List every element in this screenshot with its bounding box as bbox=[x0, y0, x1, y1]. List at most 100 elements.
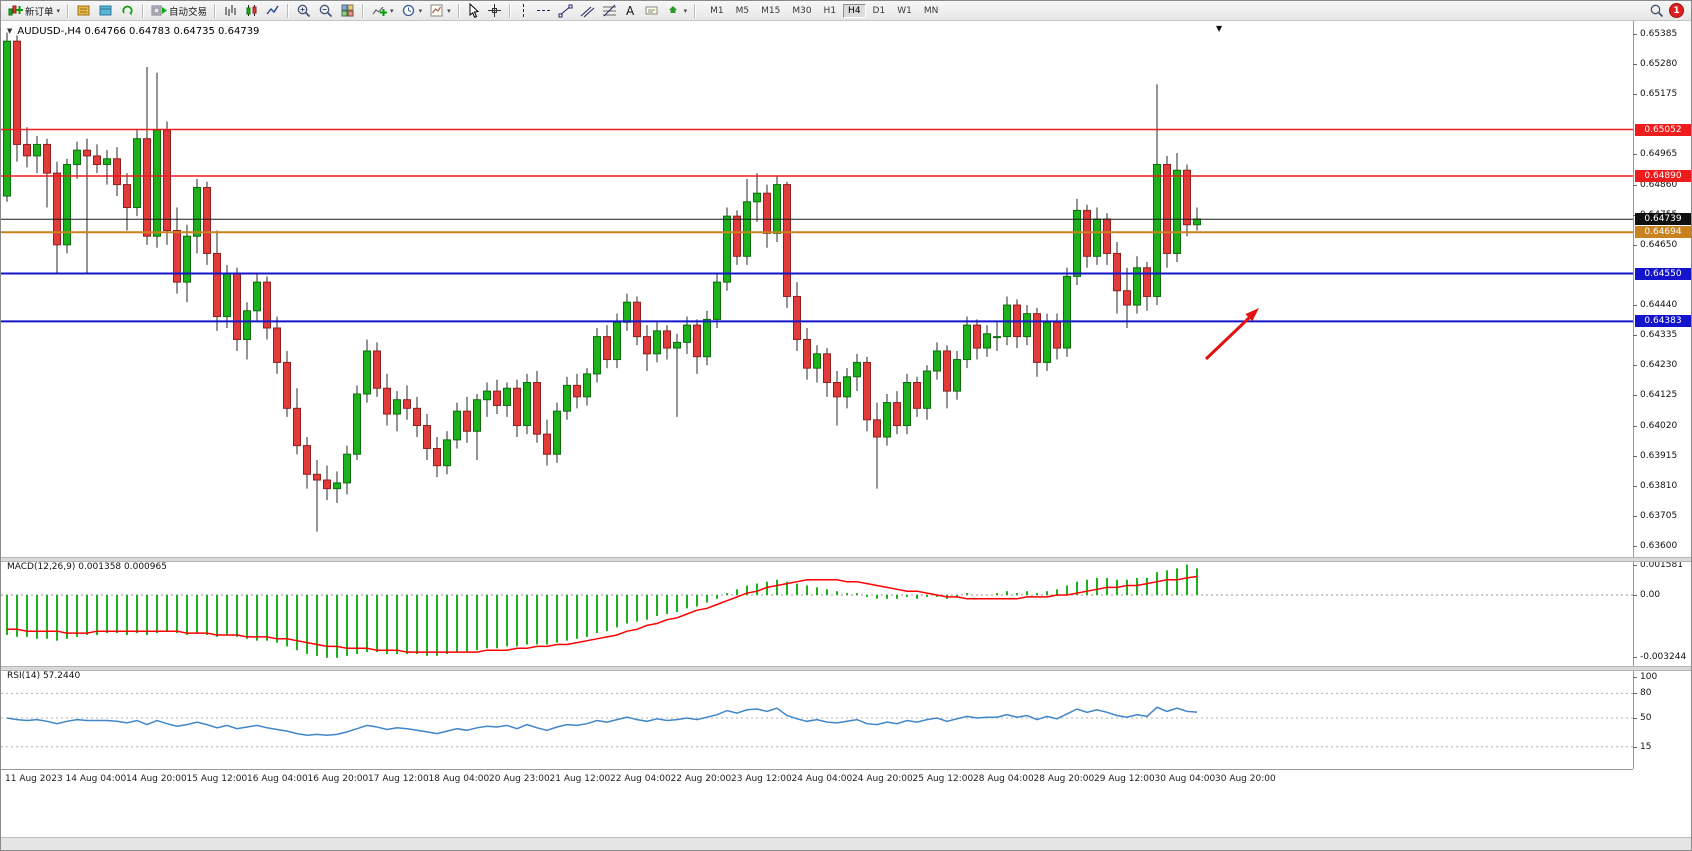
price-axis-tick-mark bbox=[1633, 94, 1637, 96]
market-watch-button[interactable] bbox=[73, 2, 94, 19]
new-order-icon bbox=[8, 5, 23, 16]
timeframe-mn[interactable]: MN bbox=[923, 5, 939, 16]
date-label: 18 Aug 04:00 bbox=[428, 774, 490, 784]
zoom-out-button[interactable] bbox=[315, 2, 336, 19]
date-label: 28 Aug 20:00 bbox=[1033, 774, 1095, 784]
template-icon bbox=[430, 4, 443, 17]
trendline-icon bbox=[558, 4, 573, 18]
date-label: 24 Aug 20:00 bbox=[852, 774, 913, 784]
new-order-button[interactable]: 新订单 ▾ bbox=[4, 2, 63, 19]
main-chart-canvas[interactable] bbox=[1, 20, 1633, 557]
candlestick-mode-button[interactable] bbox=[241, 2, 261, 19]
clock-icon bbox=[402, 4, 414, 17]
timeframe-m1[interactable]: M1 bbox=[710, 5, 724, 16]
date-label: 11 Aug 2023 bbox=[5, 774, 63, 784]
search-icon[interactable] bbox=[1649, 3, 1664, 18]
date-label: 14 Aug 20:00 bbox=[126, 774, 187, 784]
chart-expand-icon[interactable]: ▼ bbox=[7, 27, 13, 35]
macd-label: MACD(12,26,9) 0.001358 0.000965 bbox=[7, 562, 167, 572]
auto-trade-button[interactable]: 自动交易 bbox=[148, 2, 210, 19]
timeframe-h1[interactable]: H1 bbox=[823, 5, 837, 16]
macd-scale-label: 0.00 bbox=[1640, 590, 1661, 600]
toolbar-separator bbox=[67, 3, 70, 18]
timeframe-d1[interactable]: D1 bbox=[872, 5, 886, 16]
refresh-button[interactable] bbox=[117, 2, 138, 19]
date-axis[interactable]: 11 Aug 2023 14 Aug 04:00 14 Aug 20:00 15 Au… bbox=[1, 769, 1633, 790]
crosshair-button[interactable] bbox=[484, 2, 505, 19]
rsi-canvas[interactable] bbox=[1, 669, 1633, 769]
chart-title: AUDUSD-,H4 0.64766 0.64783 0.64735 0.647… bbox=[17, 26, 260, 37]
price-axis-tick-mark bbox=[1633, 425, 1637, 427]
price-axis-tick: 0.64230 bbox=[1640, 360, 1678, 371]
price-axis-tick: 0.64020 bbox=[1640, 420, 1678, 431]
refresh-icon bbox=[122, 5, 133, 16]
cursor-button[interactable] bbox=[464, 2, 483, 19]
rsi-scale-label: 15 bbox=[1640, 741, 1652, 752]
timeframe-m15[interactable]: M15 bbox=[761, 5, 781, 16]
text-label-button[interactable] bbox=[641, 2, 662, 19]
price-axis-tick: 0.65175 bbox=[1640, 89, 1678, 100]
price-line-label: 0.65052 bbox=[1635, 123, 1691, 136]
timeframe-m30[interactable]: M30 bbox=[792, 5, 812, 16]
periods-button[interactable]: ▾ bbox=[398, 2, 426, 19]
price-axis-tick-mark bbox=[1633, 365, 1637, 367]
panel-splitter[interactable] bbox=[1, 666, 1691, 671]
rsi-tick-mark bbox=[1633, 677, 1637, 678]
indicators-button[interactable]: ▾ bbox=[368, 2, 397, 19]
price-axis-tick: 0.64440 bbox=[1640, 300, 1678, 311]
chart-shift-marker-icon[interactable]: ▼ bbox=[1216, 24, 1223, 33]
bar-chart-icon bbox=[225, 5, 236, 16]
macd-canvas[interactable] bbox=[1, 560, 1633, 666]
rsi-tick-mark bbox=[1633, 746, 1637, 748]
bar-chart-mode-button[interactable] bbox=[220, 2, 240, 19]
date-label: 25 Aug 12:00 bbox=[912, 774, 974, 784]
price-axis-tick-mark bbox=[1633, 64, 1637, 66]
trendline-button[interactable] bbox=[555, 2, 576, 19]
line-chart-mode-button[interactable] bbox=[262, 2, 283, 19]
price-axis-tick: 0.63810 bbox=[1640, 480, 1678, 491]
svg-text:A: A bbox=[626, 4, 635, 18]
timeframe-w1[interactable]: W1 bbox=[897, 5, 912, 16]
line-chart-icon bbox=[266, 5, 279, 15]
text-button[interactable]: A bbox=[621, 2, 640, 19]
fibonacci-button[interactable] bbox=[599, 2, 620, 19]
date-label: 21 Aug 12:00 bbox=[549, 774, 611, 784]
toolbar-separator bbox=[214, 3, 217, 18]
timeframe-m5[interactable]: M5 bbox=[735, 5, 750, 16]
channel-button[interactable] bbox=[577, 2, 598, 19]
tile-windows-button[interactable] bbox=[337, 2, 358, 19]
horizontal-scrollbar[interactable] bbox=[1, 837, 1691, 850]
macd-tick-mark bbox=[1633, 595, 1637, 596]
horizontal-line-icon bbox=[536, 10, 550, 11]
timeframe-toolbar: M1 M5 M15 M30 H1 H4 D1 W1 MN bbox=[704, 3, 944, 18]
rsi-scale-label: 80 bbox=[1640, 688, 1652, 699]
date-label: 30 Aug 04:00 bbox=[1154, 774, 1216, 784]
price-axis-tick: 0.64860 bbox=[1640, 179, 1678, 190]
rsi-scale-label: 100 bbox=[1640, 672, 1658, 682]
date-label: 15 Aug 12:00 bbox=[186, 774, 248, 784]
timeframe-h4[interactable]: H4 bbox=[843, 3, 866, 18]
toolbar-right: 1 bbox=[1649, 3, 1688, 18]
notification-badge[interactable]: 1 bbox=[1669, 3, 1684, 18]
price-line-label: 0.64550 bbox=[1635, 267, 1691, 280]
panel-splitter[interactable] bbox=[1, 557, 1691, 562]
chevron-down-icon: ▾ bbox=[390, 6, 394, 15]
price-axis-tick: 0.64650 bbox=[1640, 239, 1678, 250]
date-label: 16 Aug 20:00 bbox=[307, 774, 369, 784]
zoom-in-button[interactable] bbox=[293, 2, 314, 19]
toolbar-separator bbox=[362, 3, 365, 18]
date-label: 22 Aug 20:00 bbox=[670, 774, 732, 784]
arrows-button[interactable]: ▾ bbox=[663, 2, 691, 19]
price-axis-tick-mark bbox=[1633, 455, 1637, 457]
rsi-tick-mark bbox=[1633, 693, 1637, 695]
horizontal-line-button[interactable] bbox=[533, 2, 554, 19]
templates-button[interactable]: ▾ bbox=[426, 2, 454, 19]
date-label: 30 Aug 20:00 bbox=[1215, 774, 1276, 784]
tile-windows-icon bbox=[341, 4, 354, 17]
vertical-line-button[interactable] bbox=[515, 2, 532, 19]
chevron-down-icon: ▾ bbox=[56, 6, 61, 15]
price-axis-tick-mark bbox=[1633, 515, 1637, 517]
data-window-button[interactable] bbox=[95, 2, 116, 19]
price-axis-tick: 0.63600 bbox=[1640, 541, 1678, 551]
